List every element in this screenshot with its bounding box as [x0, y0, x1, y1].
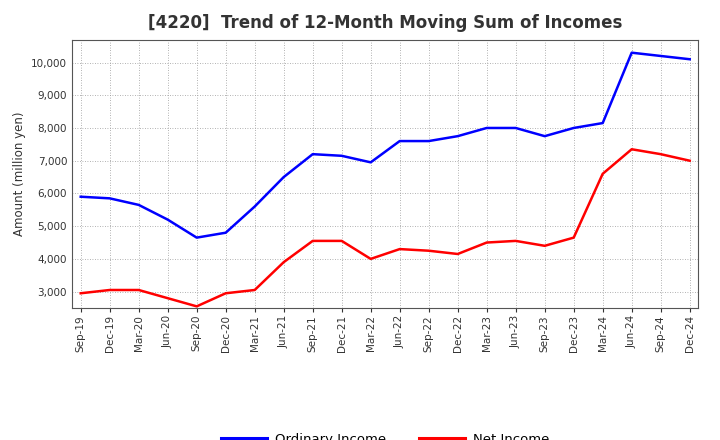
Net Income — [454, 251, 462, 257]
Y-axis label: Amount (million yen): Amount (million yen) — [12, 112, 26, 236]
Ordinary Income — [541, 133, 549, 139]
Ordinary Income — [192, 235, 201, 240]
Title: [4220]  Trend of 12-Month Moving Sum of Incomes: [4220] Trend of 12-Month Moving Sum of I… — [148, 15, 622, 33]
Ordinary Income — [395, 139, 404, 144]
Net Income — [279, 260, 288, 265]
Ordinary Income — [279, 174, 288, 180]
Net Income — [105, 287, 114, 293]
Ordinary Income — [135, 202, 143, 208]
Ordinary Income — [221, 230, 230, 235]
Net Income — [76, 291, 85, 296]
Ordinary Income — [598, 121, 607, 126]
Net Income — [657, 151, 665, 157]
Net Income — [511, 238, 520, 244]
Legend: Ordinary Income, Net Income: Ordinary Income, Net Income — [215, 427, 555, 440]
Ordinary Income — [163, 217, 172, 222]
Net Income — [598, 171, 607, 176]
Ordinary Income — [76, 194, 85, 199]
Ordinary Income — [424, 139, 433, 144]
Net Income — [685, 158, 694, 163]
Net Income — [338, 238, 346, 244]
Ordinary Income — [105, 196, 114, 201]
Line: Ordinary Income: Ordinary Income — [81, 53, 690, 238]
Ordinary Income — [627, 50, 636, 55]
Net Income — [135, 287, 143, 293]
Net Income — [424, 248, 433, 253]
Net Income — [308, 238, 317, 244]
Net Income — [163, 296, 172, 301]
Net Income — [570, 235, 578, 240]
Net Income — [192, 304, 201, 309]
Ordinary Income — [366, 160, 375, 165]
Ordinary Income — [308, 151, 317, 157]
Line: Net Income: Net Income — [81, 149, 690, 306]
Ordinary Income — [338, 153, 346, 158]
Net Income — [395, 246, 404, 252]
Net Income — [541, 243, 549, 249]
Net Income — [482, 240, 491, 245]
Ordinary Income — [482, 125, 491, 131]
Ordinary Income — [685, 57, 694, 62]
Ordinary Income — [454, 133, 462, 139]
Net Income — [366, 256, 375, 261]
Net Income — [251, 287, 259, 293]
Ordinary Income — [511, 125, 520, 131]
Net Income — [221, 291, 230, 296]
Ordinary Income — [570, 125, 578, 131]
Ordinary Income — [251, 204, 259, 209]
Net Income — [627, 147, 636, 152]
Ordinary Income — [657, 53, 665, 59]
